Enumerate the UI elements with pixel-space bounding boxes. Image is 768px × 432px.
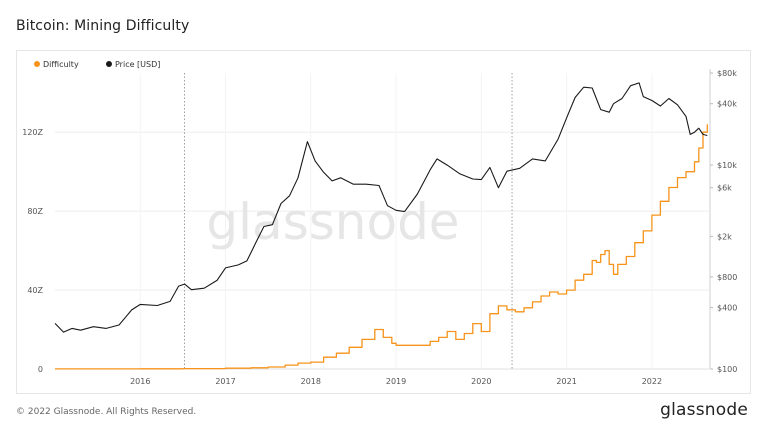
x-tick-label-3: 2019 bbox=[386, 377, 406, 386]
x-tick-label-1: 2017 bbox=[215, 377, 235, 386]
legend: Difficulty Price [USD] bbox=[34, 60, 160, 69]
left-axis: 0 40Z 80Z 120Z bbox=[22, 128, 43, 374]
right-tick-label-2: $800 bbox=[717, 273, 737, 282]
x-tick-label-6: 2022 bbox=[642, 377, 662, 386]
legend-swatch-0 bbox=[34, 61, 40, 67]
page-title: Bitcoin: Mining Difficulty bbox=[16, 18, 190, 34]
grid bbox=[55, 69, 711, 370]
chart-card: Difficulty Price [USD] glassnode 0 40Z 80Z 1… bbox=[16, 50, 751, 394]
series-line-difficulty[interactable] bbox=[55, 124, 708, 370]
x-tick-label-5: 2021 bbox=[556, 377, 576, 386]
left-tick-label-2: 80Z bbox=[27, 207, 43, 216]
vertical-markers bbox=[184, 73, 513, 369]
x-axis: 2016 2017 2018 2019 2020 2021 2022 bbox=[130, 377, 662, 386]
left-tick-label-3: 120Z bbox=[22, 128, 43, 137]
right-tick-label-3: $2k bbox=[717, 232, 732, 241]
right-axis: $100 $400 $800 $2k $6k $10k $40k $80k bbox=[710, 69, 737, 374]
right-tick-label-6: $40k bbox=[717, 100, 737, 109]
x-tick-label-4: 2020 bbox=[471, 377, 491, 386]
legend-label-0[interactable]: Difficulty bbox=[43, 60, 79, 69]
left-tick-label-0: 0 bbox=[38, 365, 43, 374]
right-tick-label-0: $100 bbox=[717, 365, 737, 374]
footer-copyright: © 2022 Glassnode. All Rights Reserved. bbox=[16, 407, 197, 417]
x-tick-label-0: 2016 bbox=[130, 377, 150, 386]
brand-logo[interactable]: glassnode bbox=[660, 400, 748, 420]
right-tick-label-5: $10k bbox=[717, 161, 737, 170]
right-tick-label-4: $6k bbox=[717, 184, 732, 193]
x-tick-label-2: 2018 bbox=[301, 377, 321, 386]
left-tick-label-1: 40Z bbox=[27, 286, 43, 295]
right-tick-label-1: $400 bbox=[717, 304, 737, 313]
legend-label-1[interactable]: Price [USD] bbox=[115, 60, 160, 69]
watermark: glassnode bbox=[206, 193, 459, 251]
chart-svg[interactable]: Difficulty Price [USD] glassnode 0 40Z 80Z 1… bbox=[17, 51, 752, 395]
series-layer bbox=[54, 82, 708, 370]
series-line-price[interactable] bbox=[54, 82, 708, 333]
legend-swatch-1 bbox=[106, 61, 112, 67]
right-tick-label-7: $80k bbox=[717, 69, 737, 78]
